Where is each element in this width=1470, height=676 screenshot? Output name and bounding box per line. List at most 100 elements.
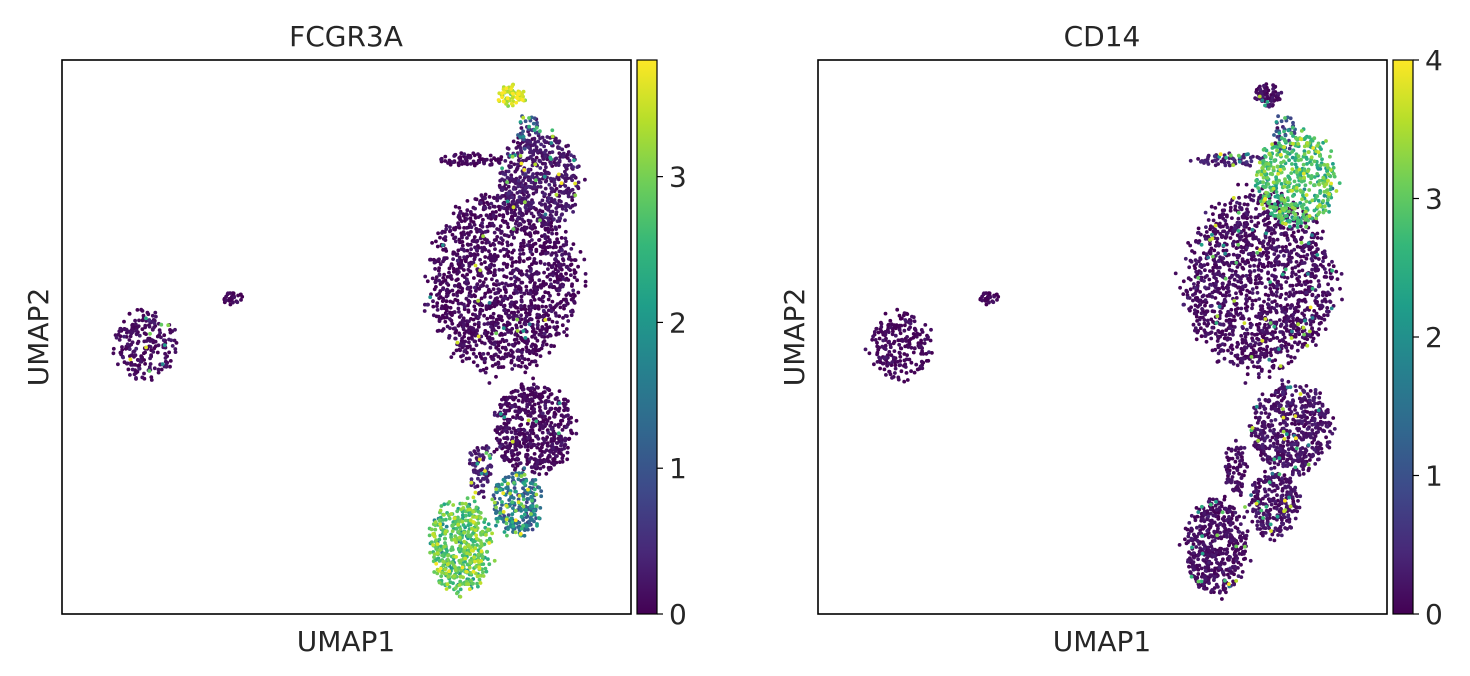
cell-point [526, 497, 531, 501]
cell-point [510, 367, 515, 371]
cell-point [525, 243, 530, 248]
cell-point [505, 425, 510, 430]
cell-point [474, 343, 479, 348]
cell-point [1286, 361, 1291, 366]
cell-point [550, 134, 555, 139]
cell-point [550, 150, 555, 155]
cell-point [535, 461, 540, 465]
cell-point [553, 423, 557, 427]
cell-point [159, 367, 164, 372]
cell-point [456, 223, 461, 228]
cell-point [474, 289, 478, 293]
cell-point [476, 552, 481, 557]
cell-point [1247, 317, 1251, 321]
cell-point [524, 288, 529, 293]
cell-point [447, 500, 452, 504]
cell-point [512, 162, 517, 167]
cell-point [453, 336, 458, 341]
cell-point [122, 319, 126, 324]
cell-point [535, 322, 540, 327]
cell-point [557, 331, 561, 336]
cell-point [562, 330, 566, 334]
cell-point [883, 311, 888, 316]
cell-point [1266, 264, 1270, 268]
cell-point [492, 342, 497, 347]
cell-point [532, 512, 537, 517]
cell-point [141, 313, 146, 318]
cell-point [514, 95, 519, 100]
cell-point [1226, 348, 1230, 353]
cell-point [468, 552, 472, 557]
cell-point [173, 327, 177, 332]
cell-point [532, 257, 537, 261]
cell-point [462, 549, 467, 554]
cell-point [462, 255, 466, 259]
cell-point [520, 360, 525, 365]
cell-point [495, 296, 499, 300]
cell-point [494, 505, 498, 510]
cell-point [505, 199, 510, 204]
cell-point [480, 308, 485, 313]
cell-point [467, 233, 471, 237]
cell-point [535, 120, 539, 125]
cell-point [1308, 458, 1312, 462]
cell-point [1211, 269, 1215, 273]
cell-point [494, 352, 498, 357]
cell-point [504, 247, 509, 252]
cell-point [459, 151, 464, 156]
cell-point [480, 554, 485, 559]
cell-point [490, 254, 495, 259]
cell-point [527, 177, 531, 182]
cell-point [1291, 230, 1296, 235]
cell-point [549, 344, 554, 348]
cell-point [451, 351, 456, 356]
cell-point [538, 172, 543, 176]
cell-point [552, 160, 556, 165]
cell-point [529, 154, 533, 159]
cell-point [442, 502, 447, 507]
cell-point [510, 512, 515, 517]
cell-point [472, 276, 476, 280]
cell-point [479, 246, 484, 250]
cell-point [486, 202, 491, 207]
cell-point [496, 426, 500, 431]
cell-point [505, 209, 509, 214]
cell-point [438, 508, 443, 513]
cell-point [533, 482, 538, 487]
cell-point [542, 270, 546, 275]
cell-point [493, 362, 498, 367]
cell-point [505, 240, 510, 245]
cell-point [569, 309, 573, 314]
cell-point [1286, 342, 1291, 347]
cell-point [168, 364, 172, 369]
cell-point [501, 491, 506, 496]
cell-point [508, 271, 513, 276]
cell-point [510, 520, 515, 524]
cell-point [510, 315, 515, 319]
cell-point [455, 293, 460, 298]
cell-point [503, 422, 508, 426]
cell-point [476, 315, 481, 319]
cell-point [1229, 307, 1234, 312]
cell-point [479, 284, 484, 288]
cell-point [515, 267, 519, 272]
cell-point [522, 168, 527, 172]
cell-point [524, 524, 529, 529]
cell-point [511, 248, 516, 253]
cell-point [434, 275, 439, 280]
cell-point [438, 522, 442, 526]
cell-point [483, 291, 488, 296]
cell-point [455, 340, 460, 345]
cell-point [450, 263, 454, 268]
cell-point [457, 333, 462, 337]
cell-point [500, 177, 504, 182]
cell-point [552, 279, 557, 284]
cell-point [554, 313, 559, 318]
cell-point [456, 530, 461, 534]
cell-point [1224, 590, 1228, 595]
cell-point [554, 192, 559, 197]
cell-point [163, 359, 168, 364]
cell-point [476, 491, 481, 496]
cell-point [903, 323, 907, 328]
